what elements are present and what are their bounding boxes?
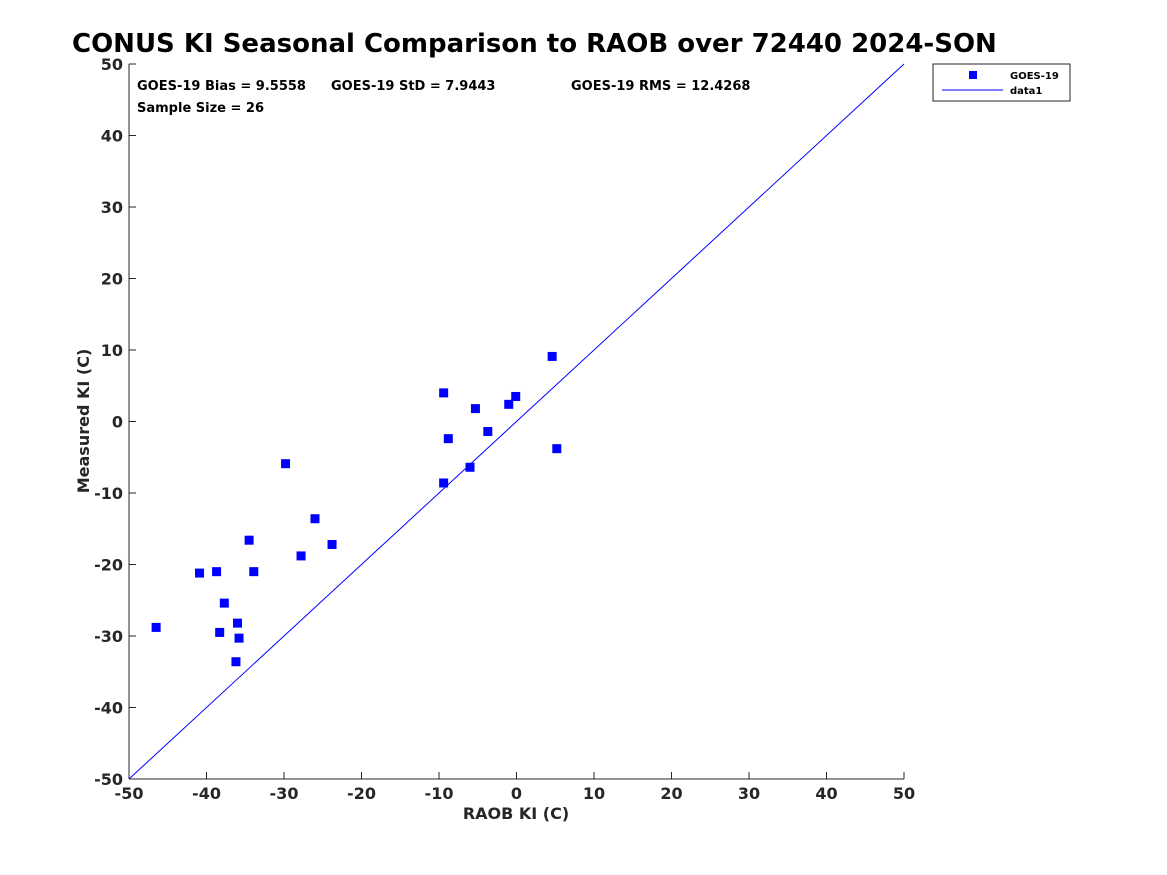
scatter-point <box>511 391 521 401</box>
x-tick-label: -10 <box>425 784 454 803</box>
scatter-point <box>281 459 291 469</box>
x-tick-label: 40 <box>815 784 837 803</box>
y-tick-label: 10 <box>101 341 123 360</box>
x-tick-label: 20 <box>660 784 682 803</box>
legend-marker-goes19 <box>969 71 977 79</box>
x-tick-label: 0 <box>511 784 522 803</box>
scatter-point <box>244 535 254 545</box>
scatter-point <box>547 351 557 361</box>
x-ticks: -50 -40 -30 -20 -10 0 10 20 30 40 50 <box>115 772 915 803</box>
goes19-points <box>151 351 562 667</box>
x-tick-label: -50 <box>115 784 144 803</box>
y-axis-label: Measured KI (C) <box>74 349 93 494</box>
y-tick-label: 20 <box>101 270 123 289</box>
y-tick-label: -50 <box>94 770 123 789</box>
scatter-point <box>151 622 161 632</box>
scatter-point <box>234 633 244 643</box>
scatter-point <box>249 567 259 577</box>
scatter-point <box>465 462 475 472</box>
y-tick-label: 30 <box>101 198 123 217</box>
std-annotation: GOES-19 StD = 7.9443 <box>331 79 495 94</box>
rms-annotation: GOES-19 RMS = 12.4268 <box>571 79 750 94</box>
scatter-point <box>504 399 514 409</box>
scatter-point <box>470 404 480 414</box>
legend-label-goes19: GOES-19 <box>1010 71 1059 82</box>
scatter-point <box>219 598 229 608</box>
x-tick-label: -20 <box>347 784 376 803</box>
scatter-point <box>296 551 306 561</box>
legend-box <box>932 63 1071 102</box>
y-tick-label: 50 <box>101 55 123 74</box>
scatter-point <box>552 444 562 454</box>
scatter-point <box>439 388 449 398</box>
x-tick-label: 10 <box>583 784 605 803</box>
scatter-point <box>195 568 205 578</box>
legend: GOES-19 data1 <box>932 63 1071 102</box>
y-tick-label: -30 <box>94 627 123 646</box>
scatter-point <box>310 514 320 524</box>
scatter-point <box>439 478 449 488</box>
x-tick-label: -30 <box>270 784 299 803</box>
scatter-point <box>483 427 493 437</box>
scatter-point <box>233 618 242 628</box>
x-tick-label: -40 <box>192 784 221 803</box>
y-tick-label: -40 <box>94 699 123 718</box>
y-tick-label: -10 <box>94 484 123 503</box>
scatter-point <box>215 627 225 637</box>
scatter-point <box>231 657 241 667</box>
x-tick-label: 30 <box>738 784 760 803</box>
sample-size-annotation: Sample Size = 26 <box>137 101 264 116</box>
scatter-point <box>212 567 222 577</box>
chart-title: CONUS KI Seasonal Comparison to RAOB ove… <box>72 29 997 59</box>
y-ticks: 50 40 30 20 10 0 -10 -20 -30 -40 -50 <box>94 55 136 789</box>
y-tick-label: -20 <box>94 556 123 575</box>
identity-line-series <box>128 63 905 780</box>
x-axis-label: RAOB KI (C) <box>463 804 569 823</box>
bias-annotation: GOES-19 Bias = 9.5558 <box>137 79 306 94</box>
scatter-point <box>327 539 337 549</box>
y-tick-label: 0 <box>112 413 123 432</box>
y-tick-label: 40 <box>101 127 123 146</box>
legend-label-data1: data1 <box>1010 86 1042 97</box>
identity-line <box>128 63 905 780</box>
x-tick-label: 50 <box>893 784 915 803</box>
scatter-point <box>443 434 453 444</box>
